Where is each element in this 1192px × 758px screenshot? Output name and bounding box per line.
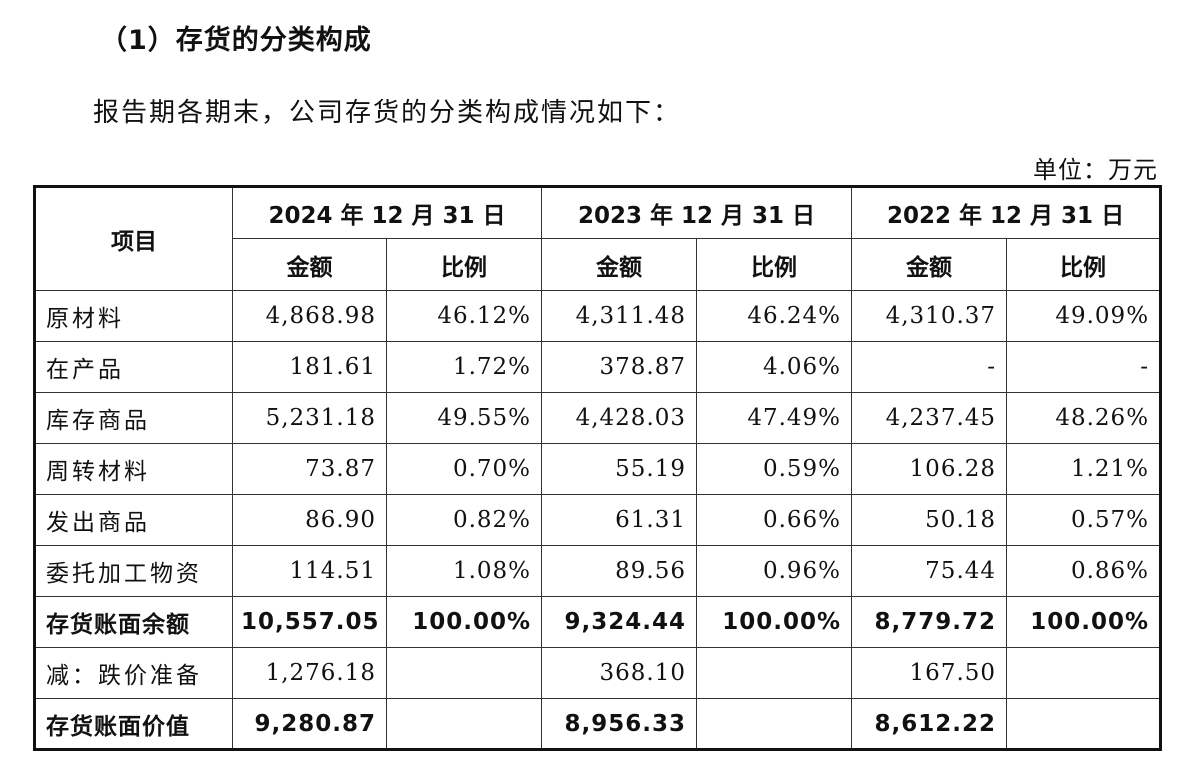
ratio-cell: 46.24% (696, 290, 853, 342)
amount-cell: 8,612.22 (851, 698, 1008, 750)
amount-cell: 61.31 (541, 494, 698, 546)
row-label: 在产品 (34, 341, 233, 393)
ratio-cell: 100.00% (385, 596, 543, 648)
table-row: 减：跌价准备 1,276.18 368.10 167.50 (34, 647, 1162, 699)
amount-cell: 181.61 (232, 341, 387, 393)
ratio-cell: 47.49% (696, 392, 853, 444)
amount-cell: 378.87 (541, 341, 698, 393)
ratio-cell: 100.00% (696, 596, 853, 648)
amount-cell: 1,276.18 (232, 647, 387, 699)
amount-cell: 106.28 (851, 443, 1008, 495)
ratio-cell: 0.86% (1006, 545, 1162, 597)
amount-cell: 114.51 (232, 545, 387, 597)
section-heading: （1）存货的分类构成 (100, 25, 372, 56)
ratio-cell: 0.59% (696, 443, 853, 495)
row-label: 委托加工物资 (34, 545, 233, 597)
table-row: 存货账面价值 9,280.87 8,956.33 8,612.22 (34, 698, 1162, 750)
amount-cell: 8,956.33 (541, 698, 698, 750)
row-label: 存货账面价值 (34, 698, 233, 750)
unit-label: 单位：万元 (1033, 156, 1158, 184)
row-label: 周转材料 (34, 443, 233, 495)
table-row: 发出商品 86.90 0.82% 61.31 0.66% 50.18 0.57% (34, 494, 1162, 546)
amount-header: 金额 (232, 238, 387, 291)
ratio-cell: 100.00% (1006, 596, 1162, 648)
ratio-cell (1006, 647, 1162, 699)
ratio-cell: 0.82% (385, 494, 543, 546)
amount-cell: 4,428.03 (541, 392, 698, 444)
ratio-header: 比例 (1006, 238, 1162, 291)
row-label: 减：跌价准备 (34, 647, 233, 699)
amount-cell: 4,868.98 (232, 290, 387, 342)
amount-header: 金额 (851, 238, 1008, 291)
ratio-cell: 4.06% (696, 341, 853, 393)
ratio-cell: 1.72% (385, 341, 543, 393)
ratio-cell (696, 698, 853, 750)
amount-cell: 75.44 (851, 545, 1008, 597)
amount-cell: 4,311.48 (541, 290, 698, 342)
header-row-periods: 项目 2024 年 12 月 31 日 2023 年 12 月 31 日 202… (34, 186, 1162, 291)
table-row: 周转材料 73.87 0.70% 55.19 0.59% 106.28 1.21% (34, 443, 1162, 495)
ratio-cell: 46.12% (385, 290, 543, 342)
period-header-2023: 2023 年 12 月 31 日 (541, 186, 853, 239)
table-body: 原材料 4,868.98 46.12% 4,311.48 46.24% 4,310.37 4… (34, 290, 1162, 750)
intro-paragraph: 报告期各期末，公司存货的分类构成情况如下： (93, 98, 682, 128)
amount-cell: 86.90 (232, 494, 387, 546)
amount-cell: 73.87 (232, 443, 387, 495)
amount-cell: 89.56 (541, 545, 698, 597)
ratio-cell: 0.57% (1006, 494, 1162, 546)
table-row: 原材料 4,868.98 46.12% 4,311.48 46.24% 4,310.37 4… (34, 290, 1162, 342)
inventory-table: 项目 2024 年 12 月 31 日 2023 年 12 月 31 日 202… (33, 185, 1163, 751)
item-column-header: 项目 (34, 186, 233, 291)
ratio-cell: 1.21% (1006, 443, 1162, 495)
row-label: 存货账面余额 (34, 596, 233, 648)
ratio-cell (385, 698, 543, 750)
row-label: 发出商品 (34, 494, 233, 546)
ratio-cell: 49.09% (1006, 290, 1162, 342)
amount-header: 金额 (541, 238, 698, 291)
amount-cell: 9,324.44 (541, 596, 698, 648)
table-row: 库存商品 5,231.18 49.55% 4,428.03 47.49% 4,237.45… (34, 392, 1162, 444)
ratio-cell (1006, 698, 1162, 750)
ratio-header: 比例 (696, 238, 853, 291)
ratio-cell: 0.66% (696, 494, 853, 546)
amount-cell: 4,310.37 (851, 290, 1008, 342)
row-label: 库存商品 (34, 392, 233, 444)
amount-cell: 50.18 (851, 494, 1008, 546)
amount-cell: 9,280.87 (232, 698, 387, 750)
amount-cell: 167.50 (851, 647, 1008, 699)
amount-cell: 10,557.05 (232, 596, 387, 648)
ratio-cell (385, 647, 543, 699)
amount-cell: - (851, 341, 1008, 393)
period-header-2022: 2022 年 12 月 31 日 (851, 186, 1162, 239)
row-label: 原材料 (34, 290, 233, 342)
ratio-cell: 0.70% (385, 443, 543, 495)
amount-cell: 5,231.18 (232, 392, 387, 444)
period-header-2024: 2024 年 12 月 31 日 (231, 186, 543, 239)
ratio-cell (696, 647, 853, 699)
ratio-cell: 48.26% (1006, 392, 1162, 444)
amount-cell: 8,779.72 (851, 596, 1008, 648)
ratio-cell: 1.08% (385, 545, 543, 597)
table-row: 存货账面余额 10,557.05 100.00% 9,324.44 100.00% 8,7… (34, 596, 1162, 648)
ratio-cell: 49.55% (385, 392, 543, 444)
table-row: 在产品 181.61 1.72% 378.87 4.06% - - (34, 341, 1162, 393)
amount-cell: 368.10 (541, 647, 698, 699)
table-row: 委托加工物资 114.51 1.08% 89.56 0.96% 75.44 0.86% (34, 545, 1162, 597)
ratio-cell: - (1006, 341, 1162, 393)
ratio-header: 比例 (385, 238, 543, 291)
amount-cell: 55.19 (541, 443, 698, 495)
amount-cell: 4,237.45 (851, 392, 1008, 444)
ratio-cell: 0.96% (696, 545, 853, 597)
